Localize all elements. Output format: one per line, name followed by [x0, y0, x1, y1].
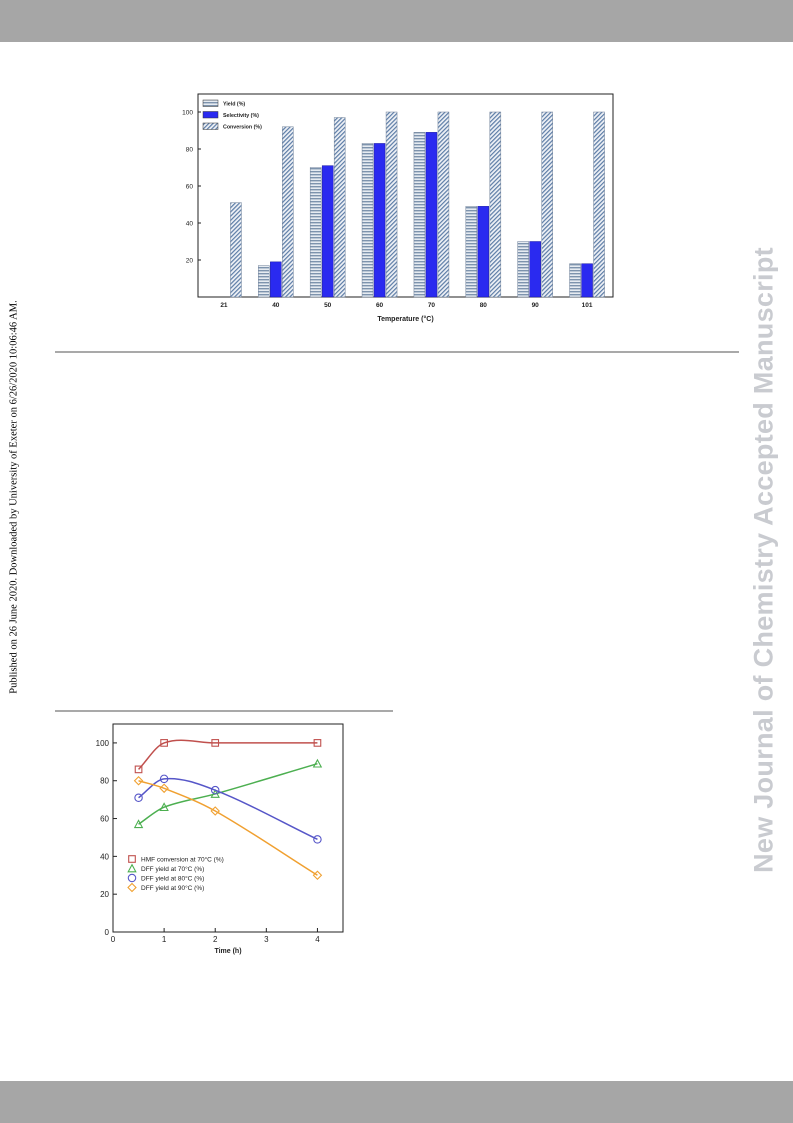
section-divider-bottom — [55, 710, 393, 712]
x-tick-label: 4 — [315, 935, 320, 944]
bar — [282, 126, 294, 298]
x-tick-label: 101 — [582, 302, 593, 309]
x-tick-label: 3 — [264, 935, 269, 944]
bar — [541, 111, 553, 298]
x-axis-label: Temperature (°C) — [377, 315, 433, 323]
legend-swatch — [202, 122, 219, 130]
bar — [517, 241, 529, 298]
series-line — [138, 780, 318, 876]
bar — [413, 132, 426, 298]
plot-frame — [112, 723, 344, 933]
line-chart-time: 0 20 40 60 80 100 0 1 2 3 4 HMF conversion at 70°C … — [96, 723, 344, 955]
data-point — [210, 785, 220, 795]
bar — [309, 167, 322, 298]
y-tick-label: 100 — [96, 739, 110, 748]
bar — [465, 206, 478, 298]
journal-watermark: New Journal of Chemistry Accepted Manusc… — [748, 247, 779, 873]
data-point — [159, 802, 169, 812]
publication-note: Published on 26 June 2020. Downloaded by… — [8, 300, 20, 694]
footer-band — [0, 1081, 793, 1123]
y-tick-label: 40 — [186, 221, 194, 228]
y-tick-label: 20 — [186, 258, 194, 265]
legend-marker — [127, 882, 137, 893]
bar — [258, 265, 270, 298]
section-divider-top — [55, 351, 739, 353]
bar — [321, 165, 334, 298]
bar — [477, 206, 490, 298]
data-point — [210, 806, 221, 816]
bar — [425, 132, 438, 298]
x-tick-label: 60 — [376, 302, 384, 309]
x-tick-label: 1 — [162, 935, 167, 944]
data-point — [133, 819, 144, 829]
x-axis-label: Time (h) — [214, 948, 241, 955]
data-point — [211, 739, 220, 747]
y-tick-label: 20 — [100, 890, 109, 899]
bar — [333, 117, 346, 298]
x-tick-label: 0 — [111, 935, 116, 944]
legend-label: Selectivity (%) — [223, 113, 259, 119]
data-point — [313, 835, 322, 844]
y-tick-label: 80 — [186, 147, 194, 154]
x-tick-label: 40 — [272, 302, 280, 309]
data-point — [133, 775, 144, 786]
legend-marker — [127, 873, 137, 883]
legend-label: Yield (%) — [223, 102, 245, 108]
legend-label: HMF conversion at 70°C (%) — [141, 856, 224, 864]
legend-swatch — [202, 111, 219, 119]
legend-label: DFF yield at 70°C (%) — [141, 865, 204, 873]
bar — [230, 202, 242, 298]
bar — [593, 111, 605, 298]
bar — [373, 143, 386, 298]
header-band — [0, 0, 793, 42]
data-point — [134, 793, 143, 802]
y-tick-label: 60 — [186, 184, 194, 191]
bar-chart-temperature: 20 40 60 80 100 21 40 50 60 70 80 90 101 Yield (%) Sel… — [182, 93, 614, 323]
x-tick-label: 70 — [428, 302, 436, 309]
legend-marker — [127, 863, 137, 873]
bar — [437, 111, 450, 298]
y-tick-label: 40 — [100, 852, 109, 861]
legend-label: DFF yield at 90°C (%) — [141, 884, 204, 892]
bar — [489, 111, 502, 298]
series-line — [138, 739, 318, 770]
x-tick-label: 50 — [324, 302, 332, 309]
legend-label: DFF yield at 80°C (%) — [141, 875, 204, 883]
data-point — [312, 870, 323, 881]
x-tick-label: 21 — [220, 302, 228, 309]
x-tick-label: 80 — [480, 302, 488, 309]
y-tick-label: 0 — [105, 928, 110, 937]
bar — [361, 143, 374, 298]
data-point — [160, 739, 168, 747]
series-line — [138, 762, 318, 825]
x-tick-label: 2 — [213, 935, 218, 944]
bar — [270, 261, 282, 298]
data-point — [134, 765, 143, 774]
legend-swatch — [202, 99, 219, 107]
data-point — [159, 783, 169, 794]
bar — [569, 263, 581, 298]
legend-marker — [128, 855, 136, 863]
bar — [581, 263, 593, 298]
y-tick-label: 80 — [100, 777, 109, 786]
x-tick-label: 90 — [532, 302, 540, 309]
bar — [529, 241, 541, 298]
data-point — [312, 758, 323, 768]
y-tick-label: 100 — [182, 110, 193, 117]
data-point — [159, 774, 169, 784]
y-tick-label: 60 — [100, 815, 109, 824]
legend-label: Conversion (%) — [223, 125, 262, 131]
data-point — [313, 739, 322, 747]
bar — [385, 111, 398, 298]
